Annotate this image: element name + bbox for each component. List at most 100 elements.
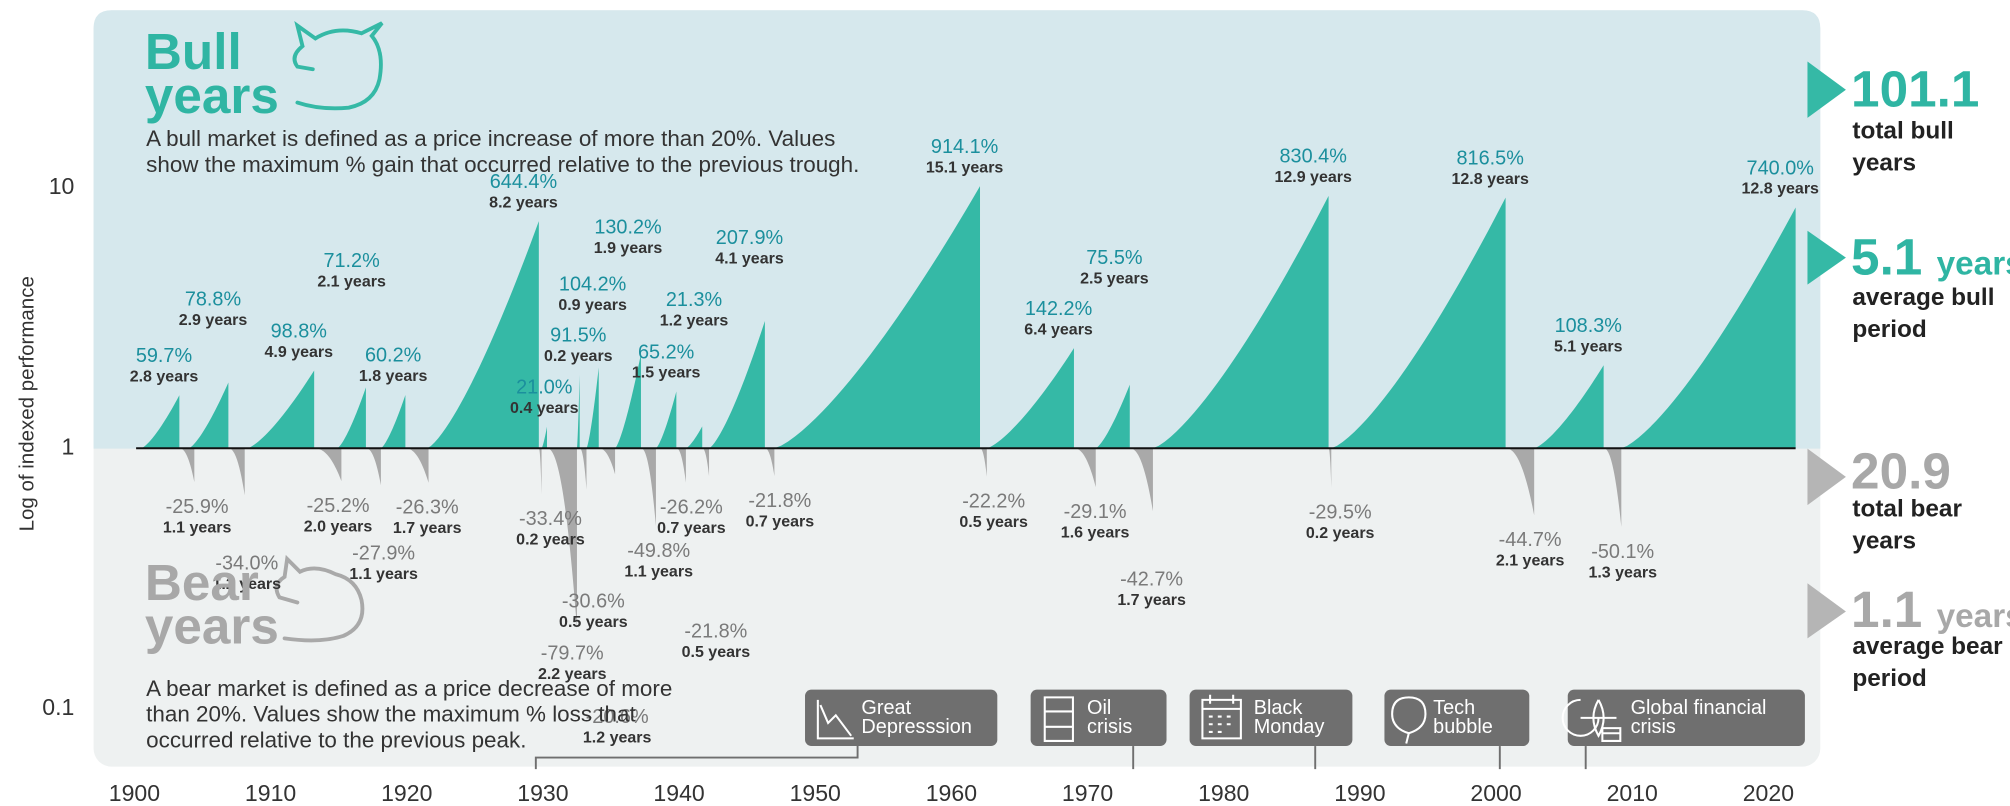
- x-tick-label: 2020: [1743, 780, 1794, 806]
- bear-duration-label: 0.5 years: [959, 513, 1028, 531]
- bull-duration-label: 5.1 years: [1554, 338, 1623, 356]
- bull-value-label: 21.0%: [516, 376, 572, 398]
- bull-duration-label: 12.8 years: [1741, 180, 1819, 198]
- bull-value-label: 130.2%: [594, 217, 661, 239]
- event-label: Global financial crisis: [1631, 699, 1777, 737]
- x-tick-label: 1900: [109, 780, 160, 806]
- bear-duration-label: 2.1 years: [1496, 552, 1565, 570]
- bear-value-label: -26.3%: [396, 497, 459, 519]
- bull-title: Bull years: [145, 31, 286, 118]
- bear-duration-label: 1.6 years: [1061, 524, 1130, 542]
- bear-value-label: -49.8%: [627, 540, 690, 562]
- bull-duration-label: 12.8 years: [1451, 170, 1529, 188]
- bull-value-label: 98.8%: [271, 320, 327, 342]
- x-tick-label: 1990: [1334, 780, 1385, 806]
- bear-description: A bear market is defined as a price decr…: [146, 676, 710, 753]
- bear-duration-label: 1.7 years: [1117, 591, 1186, 609]
- bear-duration-label: 0.5 years: [682, 643, 751, 661]
- summary-unit: years: [1937, 596, 2010, 634]
- arrow: [1807, 583, 1845, 638]
- bear-value-label: -29.1%: [1064, 501, 1127, 523]
- bull-value-label: 740.0%: [1747, 157, 1814, 179]
- bear-duration-label: 1.1 years: [624, 563, 693, 581]
- bear-duration-label: 0.5 years: [559, 613, 628, 631]
- bull-duration-label: 15.1 years: [926, 158, 1004, 176]
- y-axis-label: Log of indexed performance: [16, 276, 39, 531]
- bull-value-label: 142.2%: [1025, 298, 1092, 320]
- summary-value-group: 101.1: [1851, 64, 1979, 115]
- summary-label: total bull years: [1852, 115, 2006, 179]
- bear-duration-label: 0.2 years: [516, 531, 585, 549]
- x-tick-label: 1960: [926, 780, 977, 806]
- bull-value-label: 75.5%: [1086, 247, 1142, 269]
- bear-value-label: -79.7%: [541, 643, 604, 665]
- bull-duration-label: 4.9 years: [264, 343, 333, 361]
- summary-label: total bear years: [1852, 494, 2006, 558]
- x-tick-label: 1970: [1062, 780, 1113, 806]
- bull-duration-label: 6.4 years: [1024, 320, 1093, 338]
- y-tick-label: 1: [62, 433, 75, 459]
- bull-value-label: 60.2%: [365, 345, 421, 367]
- bear-duration-label: 1.1 years: [163, 519, 232, 537]
- bear-value-label: -27.9%: [352, 543, 415, 565]
- bull-value-label: 207.9%: [716, 227, 783, 249]
- bear-duration-label: 1.3 years: [1588, 563, 1657, 581]
- bull-value-label: 71.2%: [323, 250, 379, 272]
- bull-duration-label: 2.5 years: [1080, 270, 1149, 288]
- x-tick-label: 1980: [1198, 780, 1249, 806]
- bear-value-label: -29.5%: [1309, 502, 1372, 524]
- event-label: Great Depresssion: [861, 699, 994, 737]
- bull-duration-label: 1.2 years: [660, 312, 729, 330]
- bear-duration-label: 1.1 years: [349, 565, 418, 583]
- bear-value-label: -50.1%: [1591, 541, 1654, 563]
- bear-value-label: -21.8%: [684, 621, 747, 643]
- bull-value-label: 21.3%: [666, 289, 722, 311]
- bull-duration-label: 0.2 years: [544, 347, 613, 365]
- bull-duration-label: 0.9 years: [558, 296, 627, 314]
- arrow: [1807, 231, 1845, 285]
- bull-value-label: 108.3%: [1555, 315, 1622, 337]
- summary-label: average bear period: [1852, 631, 2006, 695]
- bear-value-label: -42.7%: [1120, 569, 1183, 591]
- bull-value-label: 914.1%: [931, 136, 998, 158]
- bull-duration-label: 2.1 years: [317, 273, 386, 291]
- event-label: Black Monday: [1254, 699, 1349, 737]
- bear-value-label: -44.7%: [1499, 529, 1562, 551]
- bull-description: A bull market is defined as a price incr…: [146, 126, 887, 177]
- summary-unit: years: [1937, 244, 2010, 282]
- arrow: [1807, 449, 1845, 505]
- event-label: Tech bubble: [1433, 699, 1523, 737]
- bull-duration-label: 12.9 years: [1274, 168, 1352, 186]
- bear-value-label: -26.2%: [660, 497, 723, 519]
- bull-value-label: 816.5%: [1457, 147, 1524, 169]
- x-tick-label: 2010: [1607, 780, 1658, 806]
- bear-value-label: -21.8%: [748, 490, 811, 512]
- bear-duration-label: 1.7 years: [393, 519, 462, 537]
- x-tick-label: 1940: [653, 780, 704, 806]
- bear-value-label: -25.9%: [166, 496, 229, 518]
- x-tick-label: 1930: [517, 780, 568, 806]
- bear-value-label: -30.6%: [562, 591, 625, 613]
- page: {"chart_data": { "type": "area", "y_labe…: [0, 0, 2010, 806]
- bear-duration-label: 2.0 years: [304, 517, 373, 535]
- bear-value-label: -25.2%: [307, 495, 370, 517]
- bull-value-label: 104.2%: [559, 274, 626, 296]
- bull-duration-label: 1.8 years: [359, 367, 428, 385]
- bear-value-label: -33.4%: [519, 508, 582, 530]
- bull-value-label: 78.8%: [185, 289, 241, 311]
- event-label: Oil crisis: [1087, 699, 1159, 737]
- x-tick-label: 1950: [790, 780, 841, 806]
- summary-label: average bull period: [1852, 282, 2006, 346]
- summary-value: 5.1: [1851, 229, 1922, 285]
- bear-duration-label: 0.2 years: [1306, 524, 1375, 542]
- bull-value-label: 830.4%: [1280, 146, 1347, 168]
- bull-duration-label: 2.8 years: [130, 368, 199, 386]
- bear-duration-label: 0.7 years: [657, 519, 726, 537]
- summary-value: 101.1: [1851, 62, 1979, 118]
- bear-value-label: -22.2%: [962, 491, 1025, 513]
- arrow: [1807, 62, 1845, 118]
- summary-value-group: 20.9: [1851, 446, 1951, 497]
- bull-duration-label: 8.2 years: [489, 193, 558, 211]
- bear-duration-label: 0.7 years: [746, 512, 815, 530]
- infographic: Log of indexed performance 0.11101900191…: [0, 0, 2010, 806]
